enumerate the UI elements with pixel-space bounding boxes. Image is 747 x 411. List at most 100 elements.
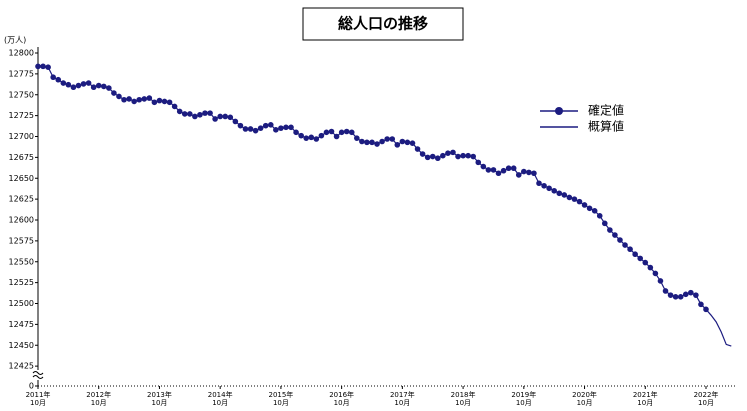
axis-break [32,371,44,379]
data-point [131,98,137,105]
data-point [50,74,56,81]
data-point [126,96,132,102]
data-point [688,289,694,296]
data-point [166,99,173,106]
x-tick-label: 2012年 10月 [86,391,112,407]
data-point [111,90,117,96]
data-point [293,129,299,136]
data-point [657,278,664,284]
data-point [434,155,441,162]
data-point [531,170,537,177]
data-point [521,168,527,175]
data-point [354,135,360,141]
data-point [338,129,345,136]
data-point [460,152,466,159]
data-point [677,294,684,300]
y-unit: (万人) [4,36,26,45]
data-point [65,81,72,88]
y-tick-label: 12700 [9,132,34,141]
data-point [662,288,669,294]
data-point [106,85,112,91]
data-point [495,170,502,177]
legend-label: 確定値 [588,103,624,118]
data-point [171,103,178,110]
data-point [551,187,557,194]
data-point [445,150,451,156]
data-point [404,139,411,146]
data-point [364,139,370,146]
data-point [278,125,284,131]
y-tick-label: 12525 [9,278,34,287]
data-point [450,149,456,156]
data-point [475,159,482,166]
data-point [192,113,198,120]
data-point [510,165,517,172]
data-point [308,134,315,141]
y-tick-label: 12450 [9,341,34,350]
data-point [212,116,218,122]
data-point [586,205,593,212]
y-tick-label: 12600 [9,216,34,225]
x-tick-label: 2020年 10月 [572,391,597,407]
data-point [374,141,380,147]
x-tick-label: 2014年 10月 [207,391,233,407]
data-point [303,135,310,141]
data-point [526,169,532,176]
y-tick-label: 12725 [9,111,34,120]
x-tick-label: 2016年 10月 [329,391,355,407]
y-tick-label: 12775 [9,69,34,78]
axis-break-bg [33,370,43,380]
data-point [273,127,279,133]
data-point [313,136,320,142]
data-point [571,196,578,202]
data-point [440,152,446,159]
data-point [267,122,274,128]
data-point [247,126,254,132]
y-tick-label: 0 [29,382,34,391]
y-tick-label: 12675 [9,153,34,162]
legend-label: 概算値 [588,119,624,134]
data-point [222,113,229,120]
data-point [161,98,168,105]
data-point [379,138,385,145]
data-point [116,93,122,100]
data-point [181,111,188,117]
data-point [566,194,573,201]
data-point [197,111,203,118]
data-point [55,76,62,83]
data-point [455,153,461,160]
data-point [359,138,365,145]
data-point [75,82,82,89]
data-point [617,237,623,243]
y-tick-label: 12575 [9,236,34,245]
data-point [693,292,699,298]
x-tick-label: 2021年 10月 [632,391,658,407]
x-tick-label: 2013年 10月 [147,391,172,407]
data-point [369,139,375,146]
data-point [262,122,269,129]
data-point [419,151,426,157]
y-tick-label: 12650 [9,174,34,183]
data-point [35,63,41,70]
x-tick-label: 2018年 10月 [450,391,476,407]
data-point [465,152,471,159]
data-point [394,142,401,148]
data-point [121,96,127,103]
data-point [546,185,552,192]
data-point [556,190,563,197]
data-point [333,133,340,140]
data-point [389,136,396,142]
data-point [318,132,325,139]
y-tick-label: 12625 [9,195,34,204]
data-point [591,208,598,214]
data-point [40,63,46,70]
data-point [561,192,568,198]
data-point [399,138,406,145]
data-point [576,198,583,205]
data-point [45,64,51,70]
data-point [323,129,330,136]
data-point [288,124,294,131]
y-tick-label: 12425 [9,362,34,371]
y-tick-label: 12475 [9,320,34,329]
